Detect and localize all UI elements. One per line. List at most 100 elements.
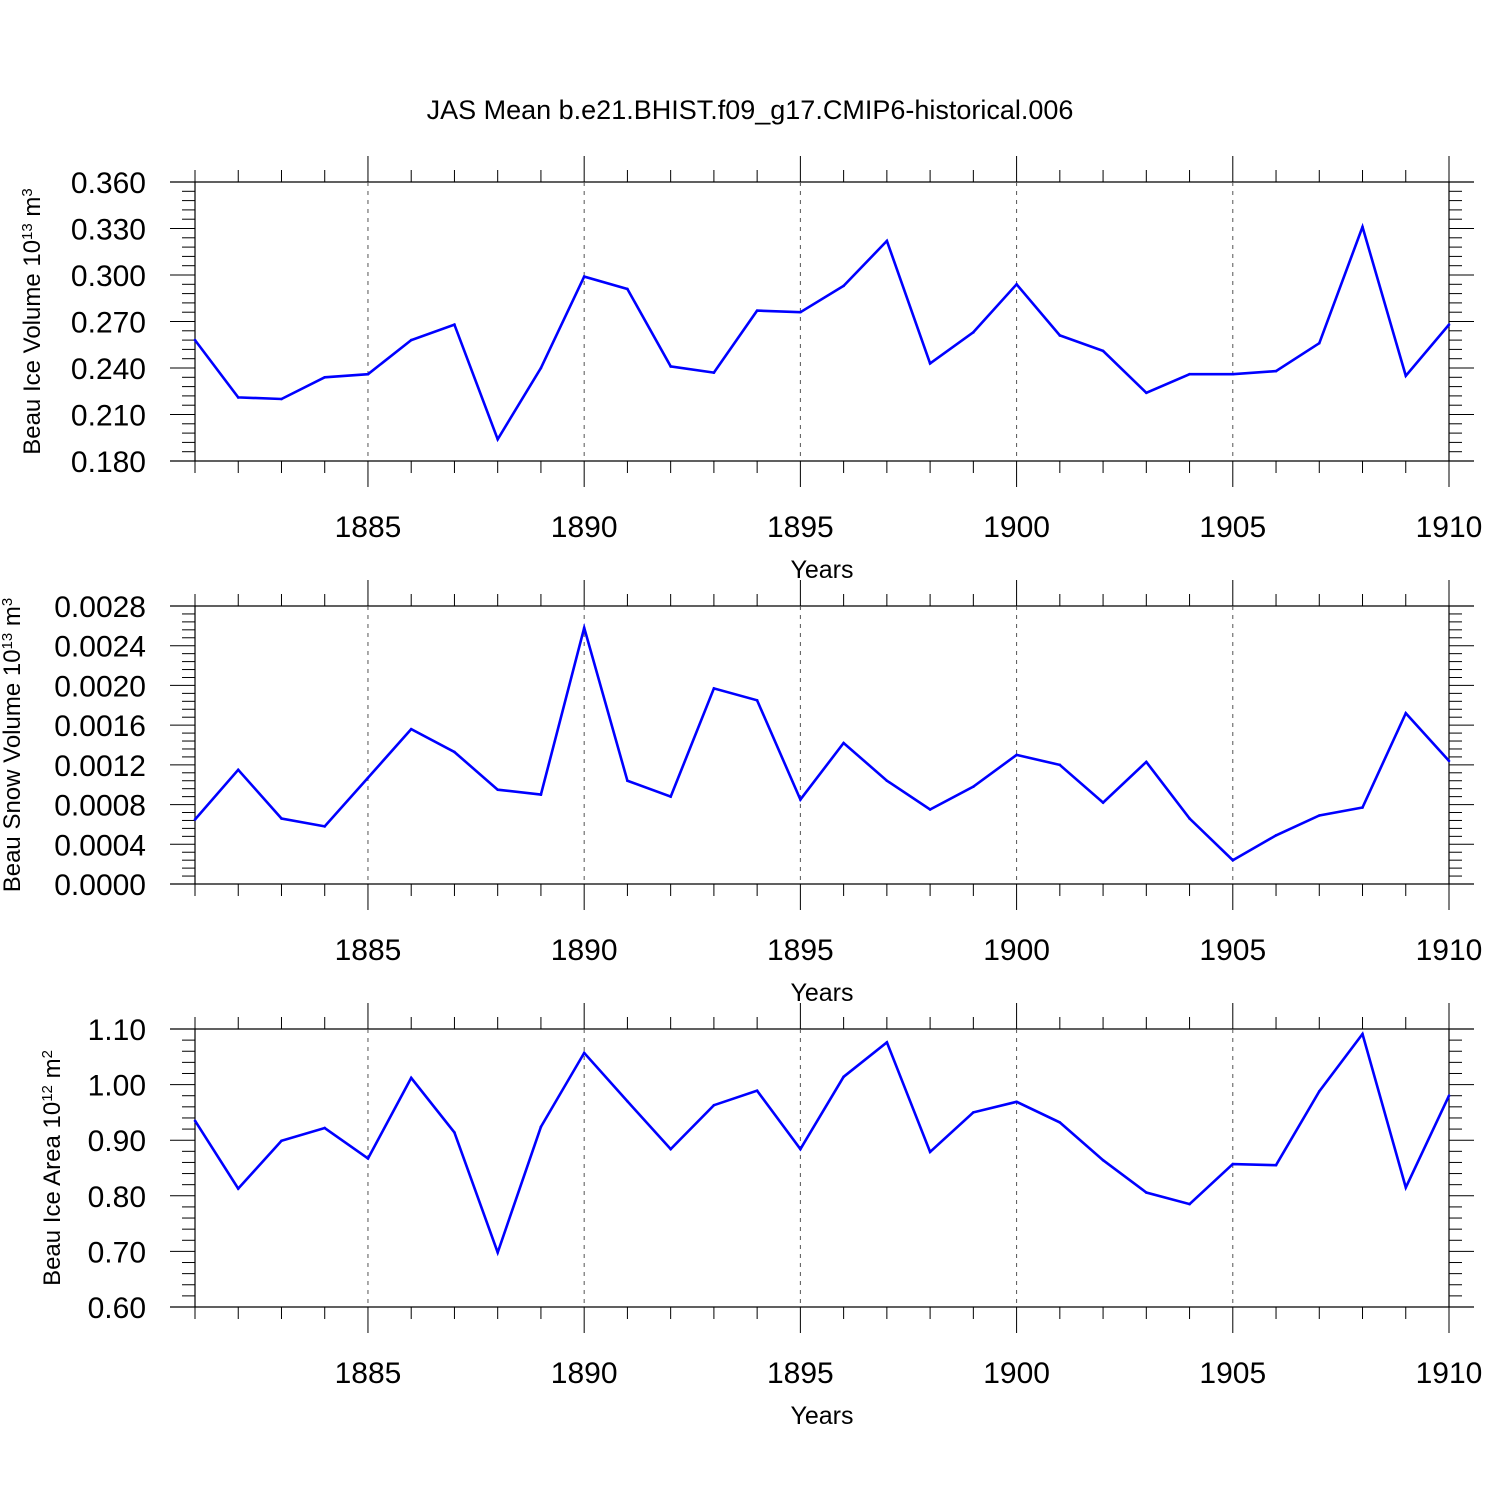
y-tick-label: 0.80 <box>88 1181 146 1214</box>
data-point <box>453 750 456 754</box>
x-tick-label: 1900 <box>983 934 1050 967</box>
data-point <box>755 699 759 702</box>
x-tick-label: 1890 <box>551 1357 618 1390</box>
data-point <box>799 310 802 314</box>
data-point <box>409 1076 413 1080</box>
data-point <box>323 376 327 379</box>
x-tick-label: 1885 <box>335 1357 402 1390</box>
data-point <box>1361 1032 1364 1036</box>
y-axis-label-exponent: 12 <box>39 1085 56 1102</box>
data-point <box>453 323 456 326</box>
data-point <box>1015 283 1018 286</box>
data-point <box>236 396 240 399</box>
data-point <box>1058 763 1062 767</box>
data-point <box>669 365 672 368</box>
y-tick-label: 0.300 <box>71 260 146 293</box>
x-tick-label: 1885 <box>335 511 402 544</box>
data-point <box>1015 753 1018 757</box>
data-point <box>1404 711 1408 715</box>
data-point <box>280 397 283 401</box>
x-tick-label: 1900 <box>983 1357 1050 1390</box>
x-tick-label: 1910 <box>1416 511 1483 544</box>
series-line <box>194 622 1450 862</box>
y-tick-label: 0.0020 <box>54 670 146 703</box>
data-point <box>582 1051 586 1055</box>
y-axis-label: Beau Ice Volume 1013 m3 <box>19 188 47 455</box>
x-tick-label: 1890 <box>551 934 618 967</box>
y-tick-label: 0.240 <box>71 353 146 386</box>
series-line <box>193 1031 1451 1257</box>
data-point <box>1274 1163 1278 1167</box>
y-axis-label-unit: m <box>19 197 46 224</box>
data-point <box>1274 834 1278 837</box>
data-point <box>1188 372 1191 376</box>
data-point <box>1101 349 1105 353</box>
y-tick-label: 0.270 <box>71 307 146 340</box>
data-point <box>366 776 370 780</box>
data-point <box>323 825 327 828</box>
data-point <box>928 1150 932 1154</box>
y-tick-label: 0.60 <box>88 1292 146 1325</box>
data-point <box>712 371 716 374</box>
data-point <box>280 817 283 820</box>
y-tick-label: 0.70 <box>88 1236 146 1269</box>
data-point <box>1317 814 1321 817</box>
series-line <box>193 222 1450 443</box>
data-point <box>842 1075 845 1079</box>
data-point <box>972 785 975 788</box>
y-tick-label: 0.0004 <box>54 829 146 862</box>
data-point <box>1188 817 1191 820</box>
data-point <box>236 768 240 772</box>
data-point <box>755 309 759 312</box>
data-point <box>496 1251 499 1254</box>
data-point <box>1361 225 1364 229</box>
data-point <box>1231 1162 1235 1166</box>
data-point <box>1015 1100 1018 1104</box>
y-tick-label: 0.0016 <box>54 710 146 743</box>
data-point <box>280 1139 283 1143</box>
data-point <box>626 1099 629 1103</box>
x-tick-label: 1905 <box>1199 934 1266 967</box>
data-point <box>1188 1202 1191 1206</box>
data-point <box>1404 1186 1408 1189</box>
y-tick-label: 0.0012 <box>54 750 146 783</box>
y-axis-label-text: Beau Ice Area 10 <box>39 1102 66 1286</box>
x-tick-label: 1895 <box>767 1357 834 1390</box>
data-point <box>799 798 802 801</box>
data-point <box>1447 323 1451 326</box>
data-point <box>1231 858 1235 862</box>
y-tick-label: 0.180 <box>71 446 146 479</box>
data-point <box>1317 1089 1321 1093</box>
data-point <box>582 626 586 630</box>
x-axis-label: Years <box>790 1402 853 1430</box>
data-point <box>193 1119 197 1123</box>
y-tick-label: 0.0024 <box>54 631 146 664</box>
data-point <box>669 795 672 798</box>
y-tick-label: 0.0008 <box>54 790 146 823</box>
panel-3: 1885 1890 1895 1900 1905 1910 0.60 0.70 0.80 0.90… <box>39 1003 1482 1430</box>
x-tick-label: 1895 <box>767 511 834 544</box>
data-point <box>582 275 586 278</box>
data-point <box>1101 801 1105 804</box>
x-tick-label: 1895 <box>767 934 834 967</box>
data-point <box>539 1125 543 1129</box>
y-axis-label-unit: m <box>0 606 26 633</box>
y-tick-label: 1.00 <box>88 1070 146 1103</box>
y-axis-label: Beau Ice Area 1012 m2 <box>39 1050 67 1286</box>
data-point <box>1058 334 1062 337</box>
y-tick-label: 0.90 <box>88 1125 146 1158</box>
y-axis-label-unit-exponent: 2 <box>39 1050 56 1058</box>
data-point <box>193 338 197 342</box>
data-point <box>885 779 889 783</box>
data-point <box>1145 1191 1148 1194</box>
data-point <box>323 1126 327 1130</box>
y-tick-label: 0.330 <box>71 214 146 247</box>
data-point <box>626 287 629 291</box>
data-point <box>1058 1121 1062 1124</box>
data-point <box>1447 759 1451 763</box>
data-point <box>712 1103 716 1107</box>
data-point <box>236 1187 240 1190</box>
data-point <box>453 1131 456 1134</box>
data-point <box>972 1111 975 1114</box>
data-point <box>409 338 413 342</box>
